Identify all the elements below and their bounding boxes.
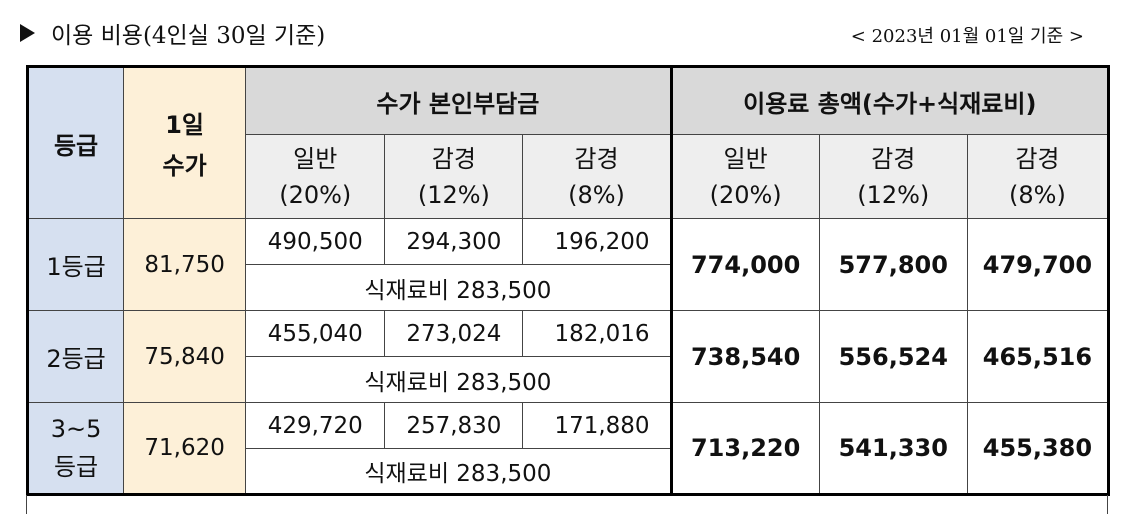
total-value: 713,220: [669, 402, 820, 495]
header-copay-general: 일반 (20%): [245, 134, 386, 219]
header-total-group: 이용료 총액(수가+식재료비): [669, 66, 1110, 135]
sub-rate: (8%): [568, 180, 625, 209]
food-cost: 식재료비 283,500: [245, 356, 672, 403]
copay-value: 182,016: [522, 310, 672, 357]
sub-name: 감경: [431, 144, 476, 173]
food-cost: 식재료비 283,500: [245, 264, 672, 311]
sub-rate: (20%): [709, 180, 782, 209]
header-total-general: 일반 (20%): [669, 134, 820, 219]
daily-fee-cell: 81,750: [123, 218, 247, 311]
sub-rate: (12%): [857, 180, 930, 209]
header-copay-reduced-12: 감경 (12%): [384, 134, 524, 219]
total-value: 738,540: [669, 310, 820, 403]
food-cost: 식재료비 283,500: [245, 448, 672, 495]
title-text: 이용 비용(4인실 30일 기준): [51, 23, 326, 49]
reference-date-note: < 2023년 01월 01일 기준 >: [850, 26, 1084, 47]
header-grade: 등급: [26, 66, 125, 219]
grade-label: 2등급: [46, 345, 106, 373]
total-value: 479,700: [966, 218, 1110, 311]
header-copay-reduced-8: 감경 (8%): [522, 134, 672, 219]
page-edge-line-left: [26, 495, 27, 514]
grade-label: 3~5: [50, 414, 102, 443]
grade-label-line2: 등급: [53, 453, 99, 481]
sub-rate: (8%): [1009, 180, 1066, 209]
copay-value: 490,500: [245, 218, 386, 265]
grade-label: 1등급: [46, 253, 106, 281]
total-value: 455,380: [966, 402, 1110, 495]
header-daily-fee-line2: 수가: [162, 152, 207, 180]
sub-name: 일반: [723, 144, 768, 173]
total-value: 556,524: [818, 310, 968, 403]
daily-fee-cell: 75,840: [123, 310, 247, 403]
sub-name: 일반: [293, 144, 338, 173]
total-value: 465,516: [966, 310, 1110, 403]
daily-fee-cell: 71,620: [123, 402, 247, 495]
total-value: 774,000: [669, 218, 820, 311]
copay-value: 294,300: [384, 218, 524, 265]
total-value: 541,330: [818, 402, 968, 495]
copay-value: 273,024: [384, 310, 524, 357]
header-total-reduced-8: 감경 (8%): [966, 134, 1110, 219]
copay-value: 196,200: [522, 218, 672, 265]
sub-rate: (20%): [279, 180, 352, 209]
sub-rate: (12%): [417, 180, 490, 209]
sub-name: 감경: [871, 144, 916, 173]
grade-cell: 2등급: [26, 310, 125, 403]
header-daily-fee: 1일 수가: [123, 66, 247, 219]
copay-value: 257,830: [384, 402, 524, 449]
page-edge-line-right: [1107, 495, 1108, 514]
sub-name: 감경: [1015, 144, 1060, 173]
copay-value: 171,880: [522, 402, 672, 449]
copay-value: 455,040: [245, 310, 386, 357]
triangle-bullet-icon: [20, 24, 35, 42]
page-title: 이용 비용(4인실 30일 기준): [20, 16, 325, 50]
grade-cell: 3~5 등급: [26, 402, 125, 495]
sub-name: 감경: [574, 144, 619, 173]
header-total-reduced-12: 감경 (12%): [818, 134, 968, 219]
header-copay-group: 수가 본인부담금: [245, 66, 672, 135]
header-daily-fee-line1: 1일: [165, 111, 205, 139]
cost-table: 등급 1일 수가 수가 본인부담금 이용료 총액(수가+식재료비) 일반 (20%…: [26, 65, 1110, 496]
total-value: 577,800: [818, 218, 968, 311]
grade-cell: 1등급: [26, 218, 125, 311]
copay-value: 429,720: [245, 402, 386, 449]
